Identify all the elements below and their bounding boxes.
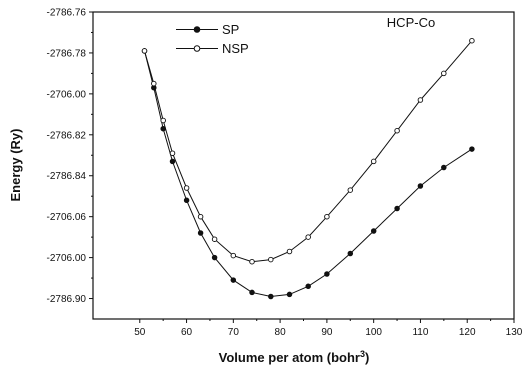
x-axis-title-main: Volume per atom (bohr [219, 350, 360, 365]
data-point-sp [183, 197, 190, 204]
data-point-sp [394, 205, 400, 212]
x-axis-title: Volume per atom (bohr3) [219, 349, 370, 365]
data-point-sp [417, 183, 424, 189]
x-tick-label: 110 [412, 327, 428, 338]
x-axis-title-suffix: ) [365, 350, 369, 365]
data-point-sp [211, 254, 218, 261]
y-tick-label: -2786.84 [47, 171, 87, 182]
legend-label-nsp: NSP [222, 41, 249, 56]
data-point-nsp [249, 258, 255, 265]
data-point-nsp [230, 252, 237, 259]
data-point-sp [469, 146, 475, 152]
data-point-nsp [417, 97, 424, 103]
data-point-nsp [469, 37, 475, 44]
plot-area-border [92, 11, 515, 320]
data-point-nsp [160, 117, 166, 124]
x-tick-label: 80 [275, 327, 287, 338]
data-point-sp [286, 291, 293, 298]
y-tick-label: -2706.00 [47, 89, 87, 100]
data-point-nsp [169, 150, 176, 156]
data-point-nsp [286, 248, 293, 255]
y-tick-label: -2786.82 [47, 130, 87, 141]
data-point-sp [305, 283, 311, 290]
y-tick-label: -2786.76 [47, 8, 87, 19]
x-tick-label: 100 [365, 327, 382, 338]
y-tick-label: -2786.90 [47, 294, 87, 305]
x-tick-label: 90 [321, 327, 333, 338]
data-point-nsp [347, 187, 354, 193]
data-point-nsp [211, 236, 218, 242]
y-tick-label: -2706.00 [47, 253, 87, 264]
data-point-sp [230, 277, 237, 283]
y-axis-ticks: -2786.76 -2786.78 -2706.00 -2786.82 -2786.84… [47, 8, 93, 305]
data-point-nsp [197, 213, 204, 220]
data-point-sp [268, 293, 274, 300]
data-point-nsp [324, 213, 330, 220]
data-point-sp [347, 250, 354, 257]
x-tick-label: 120 [459, 327, 476, 338]
data-point-sp [441, 164, 447, 171]
series-layer [141, 37, 475, 300]
y-axis-title: Energy (Ry) [8, 129, 23, 202]
x-tick-label: 60 [181, 327, 193, 338]
y-tick-label: -2786.78 [47, 48, 87, 59]
legend-marker-sp [193, 26, 201, 33]
data-point-nsp [151, 80, 157, 87]
legend-label-sp: SP [222, 22, 239, 37]
data-point-nsp [394, 127, 400, 134]
data-point-sp [370, 228, 377, 234]
x-tick-label: 50 [134, 327, 146, 338]
plot-frame [92, 11, 515, 320]
data-point-nsp [141, 48, 148, 54]
x-axis-title-superscript: 3 [360, 349, 365, 359]
series-line-nsp [144, 40, 473, 263]
x-axis-ticks: 50 60 70 80 90 100 110 120 130 [134, 319, 523, 338]
x-tick-label: 130 [506, 327, 523, 338]
legend: SP NSP [176, 22, 249, 56]
data-point-nsp [441, 70, 447, 77]
series-line-sp [144, 50, 473, 298]
data-point-nsp [305, 234, 311, 240]
data-point-sp [324, 271, 330, 277]
data-point-nsp [183, 185, 190, 191]
y-tick-label: -2706.06 [47, 212, 87, 223]
x-tick-label: 70 [228, 327, 240, 338]
data-point-sp [169, 158, 176, 165]
legend-marker-nsp [193, 45, 201, 52]
data-point-nsp [268, 256, 274, 263]
data-point-nsp [370, 158, 377, 165]
annotation-hcp-co: HCP-Co [387, 15, 435, 30]
data-point-sp [197, 230, 204, 236]
data-point-sp [249, 289, 255, 296]
